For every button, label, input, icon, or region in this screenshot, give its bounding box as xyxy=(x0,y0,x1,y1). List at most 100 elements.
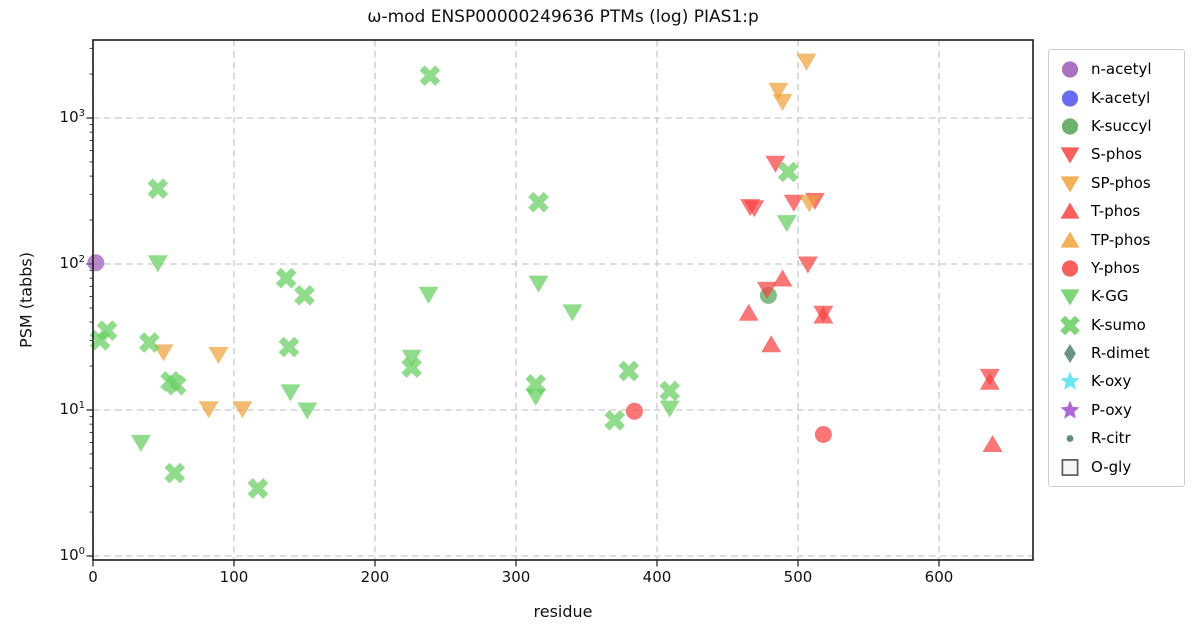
K-oxy-legend-marker xyxy=(1060,372,1080,391)
legend-item-Y-phos: Y-phos xyxy=(1049,254,1184,282)
x-tick-label: 400 xyxy=(642,568,672,586)
O-gly-legend-marker xyxy=(1061,458,1079,476)
T-phos-marker-icon xyxy=(1060,202,1080,219)
point-SP-phos xyxy=(208,346,229,364)
point-K-sumo xyxy=(247,478,269,499)
K-sumo-legend-marker xyxy=(1060,315,1080,336)
legend-item-TP-phos: TP-phos xyxy=(1049,225,1184,253)
K-sumo-marker-icon xyxy=(1060,315,1080,336)
point-T-phos xyxy=(772,269,793,287)
point-K-GG xyxy=(776,215,797,233)
P-oxy-legend-marker xyxy=(1060,400,1080,419)
legend-label: T-phos xyxy=(1091,202,1141,221)
point-K-sumo xyxy=(618,360,640,382)
legend-item-R-dimet: R-dimet xyxy=(1049,339,1184,367)
point-SP-phos xyxy=(772,93,793,111)
TP-phos-marker-icon xyxy=(1060,231,1080,248)
plot-border xyxy=(92,39,1034,561)
R-citr-legend-marker xyxy=(1066,435,1074,443)
point-SP-phos xyxy=(232,401,253,419)
x-tick-label: 0 xyxy=(88,568,98,586)
point-K-GG xyxy=(297,402,318,420)
point-K-sumo xyxy=(419,65,441,86)
point-K-GG xyxy=(562,304,583,322)
x-tick-label: 100 xyxy=(219,568,249,586)
O-gly-marker-icon xyxy=(1061,458,1079,476)
y-axis-label: PSM (tabbs) xyxy=(16,252,36,348)
point-K-sumo xyxy=(604,409,626,431)
y-tick-label: 100 xyxy=(59,546,85,564)
point-K-sumo xyxy=(139,332,160,353)
point-K-GG xyxy=(528,275,549,293)
P-oxy-marker-icon xyxy=(1060,400,1080,419)
legend-label: K-acetyl xyxy=(1091,88,1151,107)
S-phos-legend-marker xyxy=(1060,147,1080,164)
SP-phos-legend-marker xyxy=(1060,176,1080,193)
TP-phos-legend-marker xyxy=(1060,231,1080,248)
x-tick-label: 600 xyxy=(924,568,954,586)
legend-label: SP-phos xyxy=(1091,173,1151,192)
point-K-sumo xyxy=(96,320,118,341)
legend-label: R-dimet xyxy=(1091,344,1150,363)
y-tick-label: 101 xyxy=(59,400,85,418)
legend-item-T-phos: T-phos xyxy=(1049,197,1184,225)
point-SP-phos xyxy=(796,53,817,71)
K-succyl-legend-marker xyxy=(1061,118,1079,135)
R-dimet-marker-icon xyxy=(1064,344,1076,364)
point-K-GG xyxy=(280,384,301,402)
R-citr-marker-icon xyxy=(1066,435,1074,443)
point-K-sumo xyxy=(147,178,169,200)
legend-item-K-acetyl: K-acetyl xyxy=(1049,83,1184,111)
y-tick-label: 102 xyxy=(59,254,85,272)
legend-item-P-oxy: P-oxy xyxy=(1049,396,1184,424)
legend-label: P-oxy xyxy=(1091,400,1132,419)
K-succyl-marker-icon xyxy=(1061,118,1079,135)
Y-phos-legend-marker xyxy=(1061,260,1079,277)
point-n-acetyl xyxy=(87,254,105,272)
x-tick-label: 500 xyxy=(783,568,813,586)
legend-label: K-sumo xyxy=(1091,315,1146,334)
x-tick-label: 200 xyxy=(360,568,390,586)
point-K-sumo xyxy=(278,336,300,358)
point-S-phos xyxy=(783,194,804,212)
point-K-sumo xyxy=(275,267,297,289)
point-Y-phos xyxy=(625,402,643,420)
point-K-GG xyxy=(659,400,680,418)
legend-item-K-sumo: K-sumo xyxy=(1049,311,1184,339)
legend-label: R-citr xyxy=(1091,429,1131,448)
point-S-phos xyxy=(744,200,765,218)
R-dimet-legend-marker xyxy=(1064,344,1076,364)
legend-label: K-oxy xyxy=(1091,372,1132,391)
point-S-phos xyxy=(756,281,777,299)
legend-item-S-phos: S-phos xyxy=(1049,140,1184,168)
legend-label: K-GG xyxy=(1091,287,1129,306)
point-K-GG xyxy=(130,434,151,452)
K-GG-legend-marker xyxy=(1060,289,1080,306)
legend-item-K-GG: K-GG xyxy=(1049,282,1184,310)
legend: n-acetyl K-acetyl K-succyl S-phos SP-phos T-p… xyxy=(1048,49,1185,487)
point-Y-phos xyxy=(814,425,832,443)
point-T-phos xyxy=(738,303,759,321)
point-K-sumo xyxy=(165,374,187,396)
S-phos-marker-icon xyxy=(1060,147,1080,164)
point-SP-phos xyxy=(768,82,789,100)
chart-title: ω-mod ENSP00000249636 PTMs (log) PIAS1:p xyxy=(367,7,759,27)
SP-phos-marker-icon xyxy=(1060,176,1080,193)
T-phos-legend-marker xyxy=(1060,202,1080,219)
Y-phos-marker-icon xyxy=(1061,260,1079,277)
legend-label: S-phos xyxy=(1091,145,1142,164)
point-K-GG xyxy=(147,255,168,273)
K-oxy-marker-icon xyxy=(1060,372,1080,391)
point-S-phos xyxy=(797,256,818,274)
legend-label: Y-phos xyxy=(1091,258,1140,277)
point-T-phos xyxy=(979,372,1000,390)
point-K-GG xyxy=(401,349,422,367)
legend-item-SP-phos: SP-phos xyxy=(1049,169,1184,197)
legend-label: K-succyl xyxy=(1091,116,1152,135)
legend-item-n-acetyl: n-acetyl xyxy=(1049,55,1184,83)
point-K-sumo xyxy=(164,462,186,484)
K-GG-marker-icon xyxy=(1060,289,1080,306)
legend-item-K-oxy: K-oxy xyxy=(1049,367,1184,395)
